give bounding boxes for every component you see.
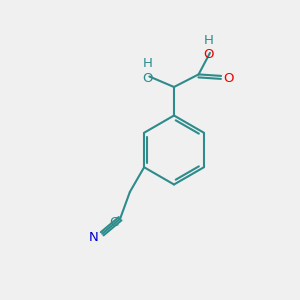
Text: O: O [203,48,214,61]
Text: N: N [89,231,99,244]
Text: H: H [204,34,213,47]
Text: O: O [223,72,234,85]
Text: O: O [143,71,153,85]
Text: C: C [110,216,119,229]
Text: H: H [143,57,153,70]
